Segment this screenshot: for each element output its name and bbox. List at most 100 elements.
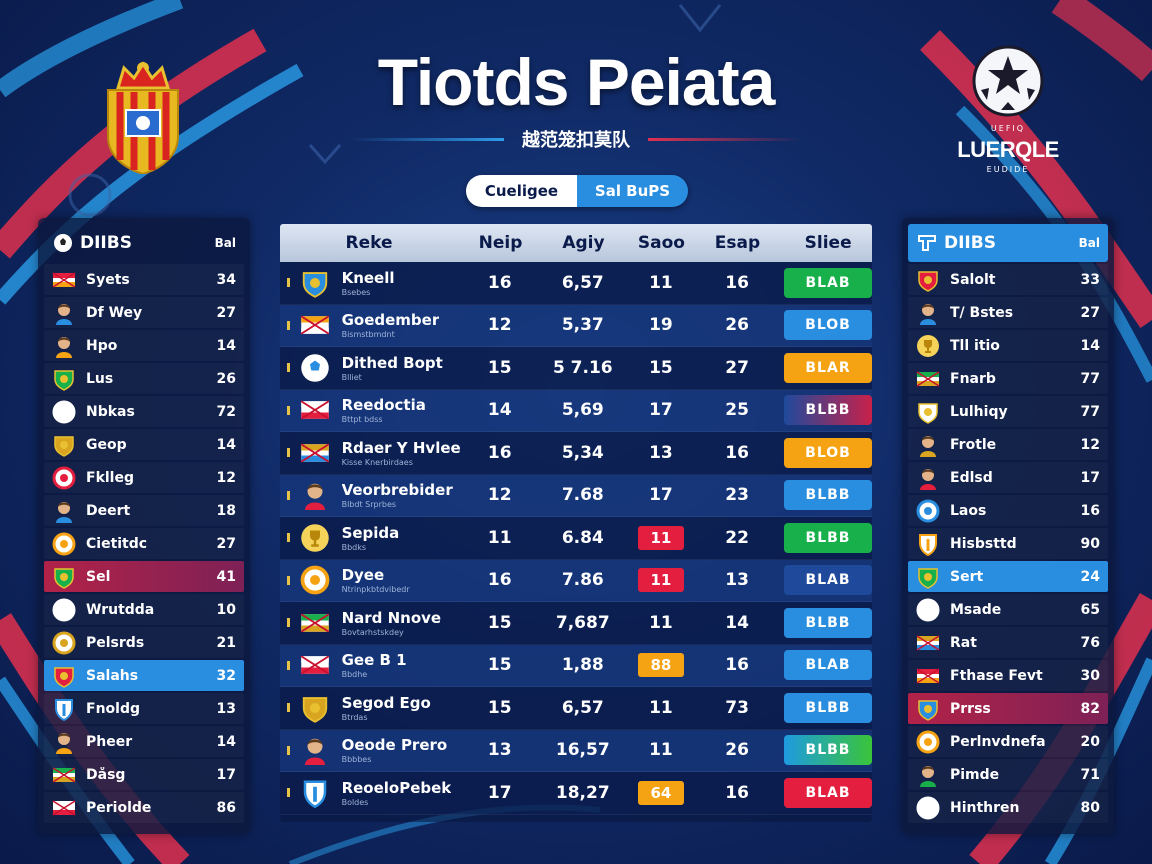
crest-icon: [52, 565, 76, 589]
list-item-value: 14: [216, 436, 236, 453]
list-item[interactable]: Fthase Fevt 30: [908, 660, 1108, 691]
table-row[interactable]: ReoeloPebek Boldes 17 18,27 64 16 BLAB: [280, 772, 872, 815]
status-badge[interactable]: BLAB: [784, 650, 872, 681]
status-badge[interactable]: BLBB: [784, 607, 872, 638]
list-item[interactable]: Dåsg 17: [44, 759, 244, 790]
table-row[interactable]: Dithed Bopt Blliet 15 5 7.16 15 27 BLAR: [280, 347, 872, 390]
list-item[interactable]: Hinthren 80: [908, 792, 1108, 823]
col-e[interactable]: Sliee: [804, 233, 852, 253]
status-badge[interactable]: BLBB: [784, 522, 872, 553]
list-item[interactable]: Pelsrds 21: [44, 627, 244, 658]
status-badge[interactable]: BLOB: [784, 310, 872, 341]
col-team[interactable]: Reke: [345, 233, 393, 253]
cell-e: BLBB: [784, 692, 872, 723]
toggle-option-inactive[interactable]: Sal BuPS: [577, 175, 688, 207]
list-item[interactable]: Sert 24: [908, 561, 1108, 592]
list-item-value: 16: [1080, 502, 1100, 519]
table-row[interactable]: Dyee Ntrinpkbtdvibedr 16 7.86 11 13 BLAB: [280, 559, 872, 602]
col-c[interactable]: Saoo: [637, 233, 685, 253]
cell-d: 27: [725, 357, 749, 378]
col-b[interactable]: Agiy: [562, 233, 605, 253]
view-toggle[interactable]: Cueligee Sal BuPS: [466, 175, 688, 207]
table-row[interactable]: Oeode Prero Bbbbes 13 16,57 11 26 BLBB: [280, 729, 872, 772]
status-badge[interactable]: BLAB: [784, 267, 872, 298]
list-item[interactable]: Lulhiqy 77: [908, 396, 1108, 427]
table-row[interactable]: Kneell Bsebes 16 6,57 11 16 BLAB: [280, 262, 872, 305]
cell-c: 15: [649, 357, 673, 378]
list-item[interactable]: Fnarb 77: [908, 363, 1108, 394]
player-icon: [52, 301, 76, 325]
table-row[interactable]: Sepida Bbdks 11 6.84 11 22 BLBB: [280, 517, 872, 560]
cell-e: BLAR: [784, 352, 872, 383]
list-item[interactable]: Laos 16: [908, 495, 1108, 526]
list-item-value: 26: [216, 370, 236, 387]
list-item[interactable]: Edlsd 17: [908, 462, 1108, 493]
list-item[interactable]: Periolde 86: [44, 792, 244, 823]
list-item-name: Df Wey: [86, 304, 143, 321]
table-row[interactable]: Rdaer Y Hvlee Kisse Knerbirdaes 16 5,34 13 16…: [280, 432, 872, 475]
status-badge[interactable]: BLBB: [784, 692, 872, 723]
ball-icon: [300, 353, 330, 383]
flag-icon: [300, 395, 330, 425]
team-cell: Dithed Bopt Blliet: [298, 353, 466, 383]
list-item-name: Nbkas: [86, 403, 135, 420]
list-item[interactable]: Tll itio 14: [908, 330, 1108, 361]
list-item-value: 86: [216, 799, 236, 816]
subtitle-line-left: [350, 137, 504, 141]
list-item[interactable]: Wrutdda 10: [44, 594, 244, 625]
list-item-name: Pheer: [86, 733, 133, 750]
badge-icon: [52, 631, 76, 655]
list-item[interactable]: Perlnvdnefa 20: [908, 726, 1108, 757]
list-item[interactable]: Frotle 12: [908, 429, 1108, 460]
crest-icon: [916, 697, 940, 721]
table-row[interactable]: Goedember Bismstbmdnt 12 5,37 19 26 BLOB: [280, 304, 872, 347]
list-item[interactable]: Df Wey 27: [44, 297, 244, 328]
status-badge[interactable]: BLAB: [784, 777, 872, 808]
table-row[interactable]: Segod Ego Btrdas 15 6,57 11 73 BLBB: [280, 687, 872, 730]
list-item[interactable]: Fnoldg 13: [44, 693, 244, 724]
table-row[interactable]: Nard Nnove Bovtarhstskdey 15 7,687 11 14 BLBB: [280, 602, 872, 645]
cell-c: 17: [649, 400, 673, 421]
list-item[interactable]: T/ Bstes 27: [908, 297, 1108, 328]
list-item[interactable]: Salolt 33: [908, 264, 1108, 295]
list-item[interactable]: Pimde 71: [908, 759, 1108, 790]
list-item[interactable]: Hisbsttd 90: [908, 528, 1108, 559]
list-item[interactable]: Lus 26: [44, 363, 244, 394]
cell-b: 6,57: [561, 272, 604, 293]
list-item[interactable]: Hpo 14: [44, 330, 244, 361]
cell-a: 16: [487, 442, 512, 463]
list-item[interactable]: Rat 76: [908, 627, 1108, 658]
toggle-option-active[interactable]: Cueligee: [466, 175, 577, 207]
list-item[interactable]: Nbkas 72: [44, 396, 244, 427]
list-item-value: 76: [1080, 634, 1100, 651]
list-item[interactable]: Msade 65: [908, 594, 1108, 625]
list-item[interactable]: Pheer 14: [44, 726, 244, 757]
list-item[interactable]: Salahs 32: [44, 660, 244, 691]
list-item[interactable]: Geop 14: [44, 429, 244, 460]
list-item[interactable]: Prrss 82: [908, 693, 1108, 724]
col-d[interactable]: Esap: [714, 233, 761, 253]
row-marker: [280, 575, 298, 585]
list-item-name: Lus: [86, 370, 114, 387]
table-row[interactable]: Veorbrebider Blbdt Srprbes 12 7.68 17 23 BLBB: [280, 474, 872, 517]
status-badge[interactable]: BLBB: [784, 395, 872, 426]
table-row[interactable]: Reedoctia Bttpt bdss 14 5,69 17 25 BLBB: [280, 389, 872, 432]
status-badge[interactable]: BLBB: [784, 735, 872, 766]
list-item[interactable]: Syets 34: [44, 264, 244, 295]
status-badge[interactable]: BLAR: [784, 352, 872, 383]
right-panel-column: Bal: [1078, 236, 1100, 250]
status-badge[interactable]: BLAB: [784, 565, 872, 596]
left-standings-panel: DIIBS Bal Syets 34 Df Wey 27 Hpo 14 Lus 26 Nbkas…: [38, 218, 250, 834]
status-badge[interactable]: BLOB: [784, 437, 872, 468]
list-item[interactable]: Sel 41: [44, 561, 244, 592]
highlight-pill: 11: [637, 525, 684, 550]
list-item[interactable]: Fklleg 12: [44, 462, 244, 493]
team-subtitle: Blbdt Srprbes: [341, 500, 397, 510]
status-badge[interactable]: BLBB: [784, 480, 872, 511]
list-item[interactable]: Deert 18: [44, 495, 244, 526]
col-a[interactable]: Neip: [478, 233, 523, 253]
list-item-value: 34: [216, 271, 236, 288]
list-item[interactable]: Cietitdc 27: [44, 528, 244, 559]
team-name: Gee B 1: [341, 651, 407, 670]
table-row[interactable]: Gee B 1 Bbdhe 15 1,88 88 16 BLAB: [280, 644, 872, 687]
